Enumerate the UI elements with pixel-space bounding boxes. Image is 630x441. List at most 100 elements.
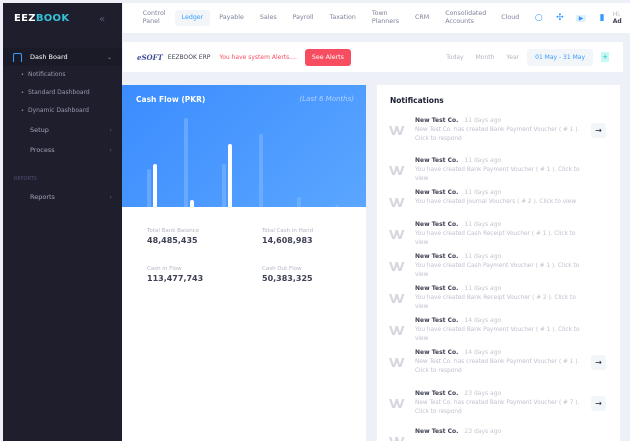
company-logo-icon: VV (389, 324, 404, 338)
stat-label: Cash Out Flow (262, 266, 302, 272)
notification-message: You have created Journal Vouchers ( # 2 … (415, 199, 577, 205)
tab-crm[interactable]: CRM (414, 13, 430, 21)
notification-time: 11 days ago (464, 117, 502, 124)
user-greeting[interactable]: Hi, Ad (613, 11, 630, 25)
sidebar-item-process[interactable]: Process › (30, 146, 112, 154)
tab-town-planners[interactable]: Town Planners (371, 9, 399, 25)
tab-control-panel[interactable]: Control Panel (142, 9, 166, 25)
logo-part: EEZ (14, 13, 36, 24)
sender-name: New Test Co. (415, 253, 459, 260)
search-icon[interactable]: ○ (534, 13, 543, 23)
bar-inflow (184, 118, 188, 207)
sidebar-item-label: Dash Board (30, 53, 68, 61)
notification-message: New Test Co. has created Bank Payment Vo… (415, 359, 580, 374)
date-range-picker[interactable]: 01 May - 31 May (527, 48, 593, 66)
sender-name: New Test Co. (415, 390, 459, 397)
sidebar-item-notifications[interactable]: Notifications (21, 71, 66, 78)
notification-time: 23 days ago (464, 428, 502, 435)
company-logo-icon: VV (389, 124, 404, 138)
chevron-down-icon: ⌄ (106, 53, 112, 61)
collapse-sidebar-icon[interactable]: « (99, 14, 106, 25)
card-title: Notifications (390, 96, 444, 105)
company-logo-icon: VV (389, 292, 404, 306)
sidebar-item-standard-dashboard[interactable]: Standard Dashboard (21, 89, 90, 96)
subheader: eSOFT EEZBOOK ERP You have system Alerts… (123, 42, 623, 72)
notification-message: You have created Bank Payment Voucher ( … (415, 327, 580, 342)
cash-flow-chart (147, 118, 339, 207)
notification-time: 11 days ago (464, 285, 502, 292)
notification-sender: New Test Co. 23 days ago (415, 428, 501, 435)
notifications-card: Notifications VV New Test Co. 11 days ago… (377, 85, 620, 441)
notification-sender: New Test Co. 11 days ago (415, 157, 501, 164)
sidebar-item-dashboard[interactable]: Dash Board ⌄ (3, 48, 122, 66)
tab-payable[interactable]: Payable (219, 13, 244, 21)
logo-part: BOOK (35, 13, 70, 24)
tab-sales[interactable]: Sales (259, 13, 277, 21)
card-title: Cash Flow (PKR) (136, 95, 206, 104)
sidebar-item-label: Reports (30, 193, 55, 201)
sidebar-item-dynamic-dashboard[interactable]: Dynamic Dashboard (21, 107, 89, 114)
stat-value: 14,608,983 (262, 236, 313, 245)
stat-value: 48,485,435 (147, 236, 198, 245)
video-icon[interactable]: ▶ (576, 14, 586, 22)
notification-time: 14 days ago (464, 317, 502, 324)
sender-name: New Test Co. (415, 117, 459, 124)
sidebar-item-setup[interactable]: Setup › (30, 126, 112, 134)
sender-name: New Test Co. (415, 349, 459, 356)
period-month[interactable]: Month (475, 53, 495, 61)
notification-sender: New Test Co. 11 days ago (415, 189, 501, 196)
card-subtitle: (Last 6 Months) (299, 95, 354, 103)
stat-value: 50,383,325 (262, 274, 313, 283)
chevron-right-icon: › (109, 126, 112, 134)
stat-label: Cash in Flow (147, 266, 182, 272)
notification-sender: New Test Co. 11 days ago (415, 117, 501, 124)
section-label: REPORTS (14, 176, 37, 182)
esoft-logo: eSOFT (137, 52, 163, 62)
stat-total-bank-balance: Total Bank Balance 48,485,435 (147, 228, 199, 245)
notification-message: New Test Co. has created Bank Payment Vo… (415, 127, 580, 142)
bar-outflow (228, 144, 232, 207)
notification-sender: New Test Co. 23 days ago (415, 390, 501, 397)
erp-label: EEZBOOK ERP (167, 53, 211, 61)
bar-outflow (190, 200, 194, 207)
user-name: Ad (612, 18, 622, 25)
bar-inflow (335, 205, 339, 207)
stat-value: 113,477,743 (147, 274, 204, 283)
top-nav: Control Panel Ledger Payable Sales Payro… (123, 3, 630, 33)
notification-message: You have created Cash Payment Voucher ( … (415, 263, 580, 278)
chevron-right-icon: › (109, 193, 112, 201)
add-file-icon[interactable]: + (601, 52, 609, 62)
notification-sender: New Test Co. 11 days ago (415, 253, 501, 260)
alert-text: You have system Alerts.... (219, 53, 297, 61)
notification-message: You have created Bank Receipt Voucher ( … (415, 295, 576, 310)
arrow-right-icon[interactable]: → (591, 396, 606, 411)
home-icon (13, 52, 22, 62)
stat-cash-out-flow: Cash Out Flow 50,383,325 (262, 266, 313, 283)
chevron-right-icon: › (109, 146, 112, 154)
chart-icon[interactable]: ▮ (599, 13, 605, 23)
period-today[interactable]: Today (446, 53, 464, 61)
bar-inflow (222, 164, 226, 207)
see-alerts-button[interactable]: See Alerts (304, 48, 351, 66)
tab-cloud[interactable]: Cloud (501, 13, 520, 21)
apps-icon[interactable]: ✣ (556, 13, 564, 23)
sender-name: New Test Co. (415, 285, 459, 292)
company-logo-icon: VV (389, 196, 404, 210)
sidebar-item-reports[interactable]: Reports › (30, 193, 112, 201)
notification-sender: New Test Co. 14 days ago (415, 349, 501, 356)
notification-time: 11 days ago (464, 189, 502, 196)
stat-cash-in-flow: Cash in Flow 113,477,743 (147, 266, 203, 283)
tab-payroll[interactable]: Payroll (292, 13, 314, 21)
arrow-right-icon[interactable]: → (591, 355, 606, 370)
notification-sender: New Test Co. 14 days ago (415, 317, 501, 324)
tab-ledger[interactable]: Ledger (174, 9, 211, 27)
notification-time: 11 days ago (464, 157, 502, 164)
arrow-right-icon[interactable]: → (591, 123, 606, 138)
notification-sender: New Test Co. 11 days ago (415, 285, 501, 292)
period-year[interactable]: Year (506, 53, 520, 61)
tab-taxation[interactable]: Taxation (329, 13, 356, 21)
sidebar-item-label: Process (30, 146, 55, 154)
sidebar-item-label: Setup (30, 126, 49, 134)
tab-consolidated-accounts[interactable]: Consolidated Accounts (445, 9, 487, 25)
sender-name: New Test Co. (415, 157, 459, 164)
